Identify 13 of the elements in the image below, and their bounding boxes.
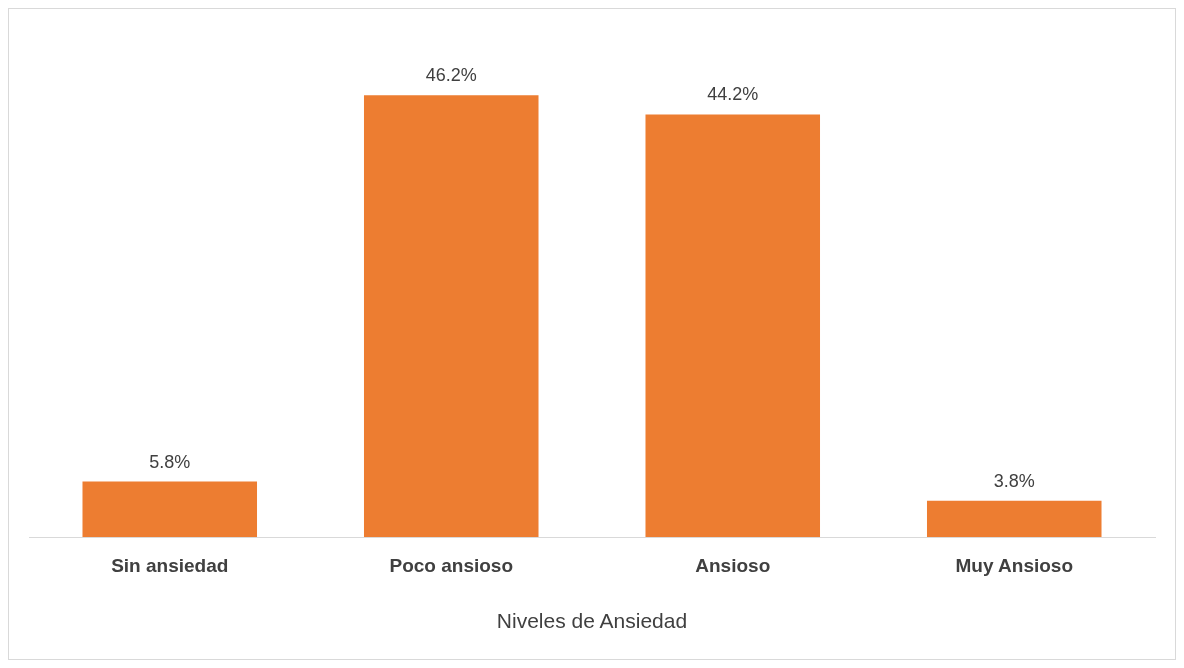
bar [82, 481, 258, 537]
bar [926, 500, 1102, 537]
data-label: 5.8% [149, 451, 191, 472]
bar [645, 114, 821, 537]
x-tick-label: Sin ansiedad [111, 554, 229, 576]
data-label: 3.8% [993, 470, 1035, 491]
x-tick-label: Ansioso [695, 554, 771, 576]
data-label: 46.2% [425, 65, 477, 86]
x-axis-title: Niveles de Ansiedad [496, 609, 688, 633]
x-tick-label: Muy Ansioso [955, 554, 1074, 576]
data-label: 44.2% [707, 84, 759, 105]
x-tick-label: Poco ansioso [389, 554, 514, 576]
bar [363, 95, 539, 537]
